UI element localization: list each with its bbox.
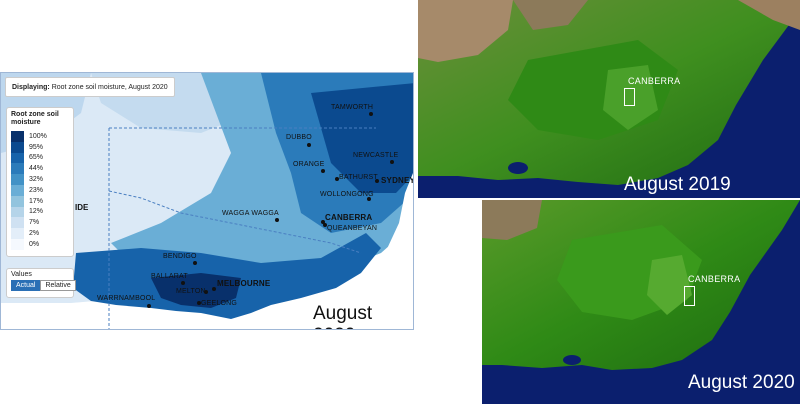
displaying-prefix: Displaying: (12, 84, 50, 91)
legend-row: 17% (11, 195, 69, 207)
city-dot (369, 112, 373, 116)
legend-title: Root zone soil moisture (11, 111, 59, 126)
city-dot (212, 287, 216, 291)
satellite-2020-canberra-box (684, 286, 695, 306)
city-newcastle: NEWCASTLE (353, 152, 399, 159)
city-dot (147, 304, 151, 308)
satellite-2020-caption: August 2020 (688, 372, 795, 393)
values-title: Values (11, 271, 32, 278)
city-dot (367, 197, 371, 201)
city-queanbeyan: QUEANBEYAN (327, 225, 378, 232)
city-warrnambool: WARRNAMBOOL (97, 295, 156, 302)
legend-row: 12% (11, 206, 69, 218)
values-relative-button[interactable]: Relative (40, 280, 76, 291)
legend-value: 23% (29, 186, 44, 194)
soil-moisture-map: Displaying: Root zone soil moisture, Aug… (0, 72, 414, 330)
legend-swatch (11, 131, 24, 142)
legend-value: 65% (29, 154, 44, 162)
city-dot (193, 261, 197, 265)
city-tamworth: TAMWORTH (331, 104, 374, 111)
legend-row: 32% (11, 174, 69, 185)
city-dot (321, 220, 325, 224)
satellite-2019-caption: August 2019 (624, 174, 731, 195)
legend-value: 100% (29, 132, 47, 140)
city-dot (335, 177, 339, 181)
cut-city-label: IDE (75, 203, 89, 212)
city-melton: MELTON (176, 288, 206, 295)
legend-row: 2% (11, 228, 69, 239)
legend-swatch (11, 141, 24, 153)
satellite-image-2019: CANBERRA August 2019 (418, 0, 800, 198)
legend-swatch (11, 238, 24, 250)
legend-row: 65% (11, 152, 69, 164)
satellite-2020-canberra-label: CANBERRA (688, 274, 741, 284)
city-dot (204, 290, 208, 294)
legend-row: 23% (11, 184, 69, 196)
legend-value: 12% (29, 208, 44, 216)
legend-value: 2% (29, 230, 40, 238)
legend-row: 7% (11, 217, 69, 229)
legend-value: 32% (29, 176, 44, 184)
legend-row: 44% (11, 163, 69, 175)
city-canberra: CANBERRA (325, 213, 373, 222)
values-toggle-box: Values Actual Relative (6, 268, 76, 298)
legend-row: 95% (11, 141, 69, 153)
city-wagga-wagga: WAGGA WAGGA (222, 210, 279, 217)
legend-swatch (11, 206, 24, 218)
legend-swatch (11, 152, 24, 164)
city-geelong: GEELONG (201, 300, 238, 307)
satellite-image-2020: CANBERRA August 2020 (482, 200, 800, 404)
displaying-bar: Displaying: Root zone soil moisture, Aug… (5, 77, 175, 97)
satellite-canvas-2019 (418, 0, 800, 198)
legend-swatch (11, 163, 24, 175)
city-dot (197, 301, 201, 305)
city-ballarat: BALLARAT (151, 273, 188, 280)
city-dot (275, 218, 279, 222)
legend-row: 0% (11, 238, 69, 250)
values-toggle: Actual Relative (11, 280, 76, 291)
city-dot (375, 179, 379, 183)
city-bendigo: BENDIGO (163, 253, 197, 260)
values-actual-button[interactable]: Actual (11, 280, 41, 291)
legend-swatch (11, 184, 24, 196)
legend-swatch (11, 217, 24, 229)
city-sydney: SYDNEY (381, 176, 414, 185)
satellite-2019-canberra-label: CANBERRA (628, 76, 681, 86)
city-orange: ORANGE (293, 161, 325, 168)
soil-map-caption: August 2020 (313, 303, 373, 329)
legend-value: 44% (29, 165, 44, 173)
city-dot (307, 143, 311, 147)
legend-row: 100% (11, 131, 69, 142)
city-melbourne: MELBOURNE (217, 279, 271, 288)
city-dot (390, 160, 394, 164)
legend-swatch (11, 174, 24, 185)
satellite-canvas-2020 (482, 200, 800, 404)
legend-value: 95% (29, 143, 44, 151)
legend-rows: 100% 95% 65% 44% 32% 23% 17% 12% 7% 2% 0% (11, 131, 69, 250)
city-wollongong: WOLLONGONG (320, 191, 374, 198)
city-dubbo: DUBBO (286, 134, 312, 141)
legend-swatch (11, 195, 24, 207)
city-dot (181, 281, 185, 285)
legend: Root zone soil moisture 100% 95% 65% 44% 32%… (6, 107, 74, 257)
legend-value: 7% (29, 219, 40, 227)
soil-map-canvas (1, 73, 413, 329)
city-dot (321, 169, 325, 173)
legend-value: 17% (29, 197, 44, 205)
displaying-text: Root zone soil moisture, August 2020 (51, 84, 168, 91)
city-bathurst: BATHURST (339, 174, 378, 181)
legend-value: 0% (29, 240, 40, 248)
satellite-2019-canberra-box (624, 88, 635, 106)
legend-swatch (11, 228, 24, 239)
city-dot (323, 223, 327, 227)
